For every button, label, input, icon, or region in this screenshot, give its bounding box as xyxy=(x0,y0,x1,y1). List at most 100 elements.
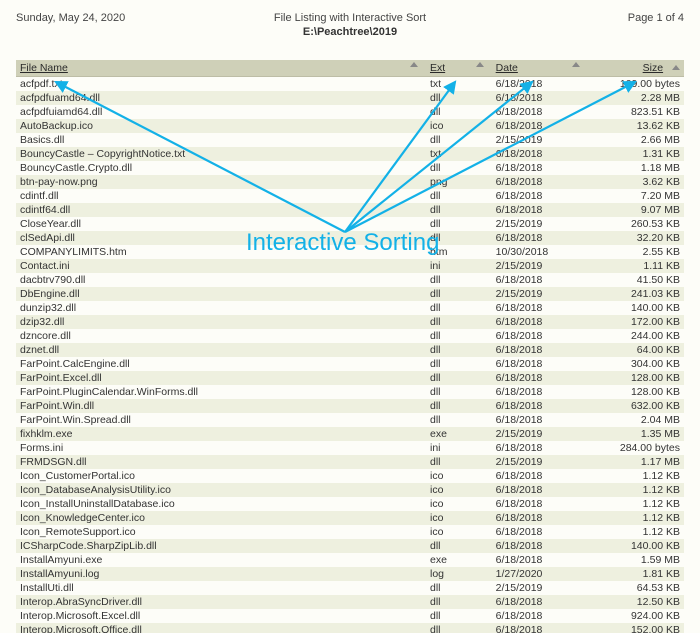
cell-filename: FarPoint.CalcEngine.dll xyxy=(16,357,426,371)
cell-date: 6/18/2018 xyxy=(492,77,588,92)
table-row: ICSharpCode.SharpZipLib.dlldll6/18/20181… xyxy=(16,539,684,553)
cell-size: 172.00 KB xyxy=(588,315,684,329)
cell-ext: ico xyxy=(426,497,492,511)
cell-ext: dll xyxy=(426,343,492,357)
cell-size: 2.04 MB xyxy=(588,413,684,427)
cell-size: 244.00 KB xyxy=(588,329,684,343)
cell-date: 6/18/2018 xyxy=(492,371,588,385)
cell-ext: dll xyxy=(426,301,492,315)
cell-size: 1.59 MB xyxy=(588,553,684,567)
cell-filename: FarPoint.Win.Spread.dll xyxy=(16,413,426,427)
cell-filename: Interop.Microsoft.Excel.dll xyxy=(16,609,426,623)
cell-date: 6/18/2018 xyxy=(492,525,588,539)
cell-size: 1.12 KB xyxy=(588,483,684,497)
cell-date: 6/18/2018 xyxy=(492,497,588,511)
sort-asc-icon[interactable] xyxy=(572,62,580,67)
cell-filename: dzip32.dll xyxy=(16,315,426,329)
cell-ext: htm xyxy=(426,245,492,259)
table-row: Icon_KnowledgeCenter.icoico6/18/20181.12… xyxy=(16,511,684,525)
report-date: Sunday, May 24, 2020 xyxy=(16,12,239,24)
cell-ext: dll xyxy=(426,609,492,623)
cell-ext: log xyxy=(426,567,492,581)
cell-ext: ico xyxy=(426,469,492,483)
col-header-ext-label[interactable]: Ext xyxy=(430,62,445,74)
cell-size: 12.50 KB xyxy=(588,595,684,609)
cell-filename: DbEngine.dll xyxy=(16,287,426,301)
cell-ext: ico xyxy=(426,119,492,133)
cell-filename: Icon_CustomerPortal.ico xyxy=(16,469,426,483)
cell-date: 6/18/2018 xyxy=(492,553,588,567)
cell-filename: fixhklm.exe xyxy=(16,427,426,441)
cell-size: 41.50 KB xyxy=(588,273,684,287)
table-row: Icon_RemoteSupport.icoico6/18/20181.12 K… xyxy=(16,525,684,539)
cell-date: 6/18/2018 xyxy=(492,175,588,189)
table-row: acfpdfuamd64.dlldll6/18/20182.28 MB xyxy=(16,91,684,105)
cell-size: 13.62 KB xyxy=(588,119,684,133)
cell-size: 128.00 KB xyxy=(588,385,684,399)
table-row: dznet.dlldll6/18/201864.00 KB xyxy=(16,343,684,357)
cell-size: 1.35 MB xyxy=(588,427,684,441)
cell-ext: dll xyxy=(426,203,492,217)
cell-filename: BouncyCastle – CopyrightNotice.txt xyxy=(16,147,426,161)
col-header-ext[interactable]: Ext xyxy=(426,60,492,77)
cell-filename: cdintf64.dll xyxy=(16,203,426,217)
table-row: btn-pay-now.pngpng6/18/20183.62 KB xyxy=(16,175,684,189)
cell-date: 6/18/2018 xyxy=(492,595,588,609)
cell-date: 6/18/2018 xyxy=(492,301,588,315)
col-header-filename[interactable]: File Name xyxy=(16,60,426,77)
cell-ext: dll xyxy=(426,315,492,329)
cell-size: 304.00 KB xyxy=(588,357,684,371)
report-page: Sunday, May 24, 2020 File Listing with I… xyxy=(0,0,700,633)
cell-ext: dll xyxy=(426,287,492,301)
table-row: acfpdf.txttxt6/18/2018109.00 bytes xyxy=(16,77,684,92)
cell-size: 3.62 KB xyxy=(588,175,684,189)
sort-asc-icon[interactable] xyxy=(672,65,680,70)
cell-filename: cdintf.dll xyxy=(16,189,426,203)
table-row: FarPoint.Win.dlldll6/18/2018632.00 KB xyxy=(16,399,684,413)
cell-size: 1.12 KB xyxy=(588,525,684,539)
cell-ext: dll xyxy=(426,105,492,119)
cell-filename: FarPoint.Excel.dll xyxy=(16,371,426,385)
cell-size: 260.53 KB xyxy=(588,217,684,231)
cell-date: 6/18/2018 xyxy=(492,623,588,633)
cell-filename: dacbtrv790.dll xyxy=(16,273,426,287)
cell-date: 6/18/2018 xyxy=(492,399,588,413)
cell-filename: InstallUti.dll xyxy=(16,581,426,595)
col-header-date-label[interactable]: Date xyxy=(496,62,518,74)
cell-ext: dll xyxy=(426,357,492,371)
col-header-date[interactable]: Date xyxy=(492,60,588,77)
cell-date: 6/18/2018 xyxy=(492,413,588,427)
cell-size: 2.55 KB xyxy=(588,245,684,259)
cell-date: 6/18/2018 xyxy=(492,385,588,399)
cell-filename: acfpdfuamd64.dll xyxy=(16,91,426,105)
cell-ext: dll xyxy=(426,161,492,175)
cell-size: 924.00 KB xyxy=(588,609,684,623)
table-row: cdintf.dlldll6/18/20187.20 MB xyxy=(16,189,684,203)
cell-date: 6/18/2018 xyxy=(492,161,588,175)
table-row: InstallUti.dlldll2/15/201964.53 KB xyxy=(16,581,684,595)
table-row: FarPoint.Win.Spread.dlldll6/18/20182.04 … xyxy=(16,413,684,427)
cell-size: 1.12 KB xyxy=(588,497,684,511)
cell-date: 6/18/2018 xyxy=(492,511,588,525)
cell-filename: Icon_InstallUninstallDatabase.ico xyxy=(16,497,426,511)
cell-date: 10/30/2018 xyxy=(492,245,588,259)
cell-ext: ico xyxy=(426,511,492,525)
col-header-size[interactable]: Size xyxy=(588,60,684,77)
cell-ext: ico xyxy=(426,483,492,497)
cell-filename: Interop.AbraSyncDriver.dll xyxy=(16,595,426,609)
table-row: BouncyCastle.Crypto.dlldll6/18/20181.18 … xyxy=(16,161,684,175)
table-row: Interop.AbraSyncDriver.dlldll6/18/201812… xyxy=(16,595,684,609)
cell-filename: FarPoint.Win.dll xyxy=(16,399,426,413)
col-header-size-label[interactable]: Size xyxy=(643,62,663,74)
file-table: File Name Ext Date Size acfpdf.txttxt6/1… xyxy=(16,60,684,633)
table-row: BouncyCastle – CopyrightNotice.txttxt6/1… xyxy=(16,147,684,161)
sort-asc-icon[interactable] xyxy=(476,62,484,67)
cell-size: 241.03 KB xyxy=(588,287,684,301)
table-row: clSedApi.dlldll6/18/201832.20 KB xyxy=(16,231,684,245)
col-header-filename-label[interactable]: File Name xyxy=(20,62,68,74)
cell-size: 1.81 KB xyxy=(588,567,684,581)
sort-asc-icon[interactable] xyxy=(410,62,418,67)
cell-date: 1/27/2020 xyxy=(492,567,588,581)
cell-size: 1.18 MB xyxy=(588,161,684,175)
cell-size: 284.00 bytes xyxy=(588,441,684,455)
